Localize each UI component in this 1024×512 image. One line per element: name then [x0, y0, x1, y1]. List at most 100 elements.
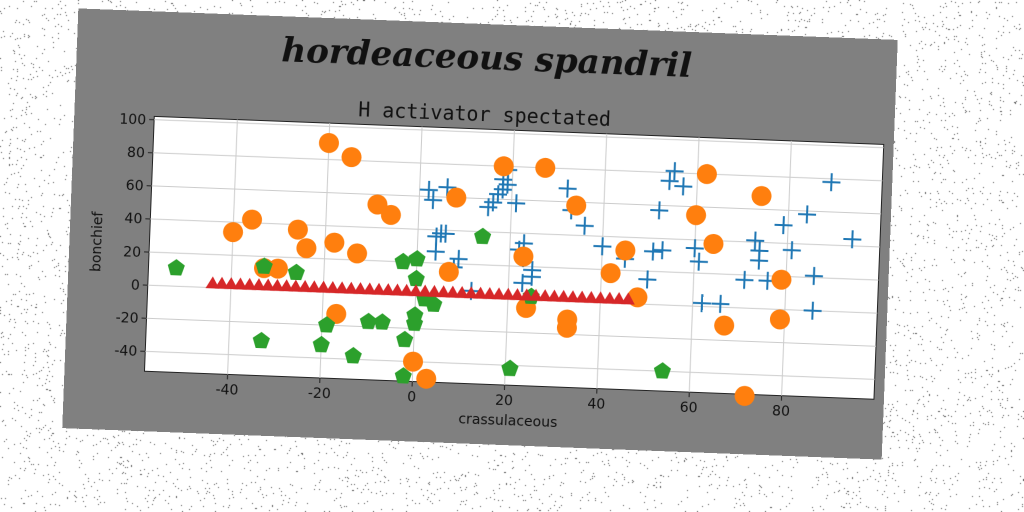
triangle-point: [334, 281, 349, 294]
plus-point: [419, 180, 438, 199]
plus-point: [746, 231, 765, 250]
triangle-point: [473, 286, 488, 299]
x-grid-line: [227, 119, 238, 375]
pentagon-point: [287, 263, 305, 281]
circle-point: [267, 258, 288, 279]
y-tick-label: 60: [125, 178, 143, 195]
x-tick-label: -40: [215, 382, 238, 399]
triangle-point: [371, 282, 386, 296]
pentagon-point: [425, 295, 443, 312]
circle-point: [696, 164, 717, 185]
circle-point: [242, 209, 263, 230]
circle-point: [438, 261, 459, 282]
plus-point: [593, 237, 612, 256]
x-grid-line: [504, 130, 515, 386]
plus-point: [650, 201, 669, 220]
x-grid-line: [688, 137, 700, 393]
triangle-point: [390, 283, 404, 296]
triangle-point: [325, 280, 340, 294]
circle-point: [769, 309, 790, 330]
triangle-point: [279, 279, 294, 292]
y-tick-label: 40: [124, 211, 142, 228]
plus-point: [782, 241, 801, 260]
plus-point: [689, 252, 708, 271]
circle-point: [287, 219, 308, 240]
scatter-plot: -40 -20 0 20 40 60 80 -40 -20 0 20 40 60 80 100 crassu…: [88, 111, 885, 431]
triangle-point: [602, 291, 617, 304]
plus-point: [523, 261, 542, 280]
y-grid-line: [146, 317, 877, 347]
plus-point: [638, 270, 657, 289]
pentagon-point: [255, 257, 273, 274]
triangle-point: [353, 282, 368, 295]
pentagon-point: [252, 331, 270, 349]
circle-point: [686, 205, 707, 226]
circle-point: [223, 222, 244, 243]
triangle-point: [288, 279, 303, 292]
circle-point: [771, 269, 792, 290]
triangle-point: [584, 290, 598, 304]
circle-point: [380, 204, 401, 225]
triangle-point: [223, 277, 238, 290]
plus-point: [438, 178, 457, 197]
plus-point: [685, 239, 704, 258]
x-grid-line: [781, 140, 792, 396]
plus-point: [484, 193, 503, 212]
pentagon-point: [394, 252, 412, 270]
pentagon-point: [312, 335, 330, 353]
plus-point: [803, 301, 822, 320]
circle-point: [446, 187, 467, 208]
pentagon-point: [373, 313, 391, 330]
plus-point: [692, 294, 711, 313]
triangle-point: [270, 278, 284, 292]
pentagon-point: [167, 259, 185, 276]
triangle-point: [297, 279, 312, 293]
plus-point: [644, 242, 663, 261]
y-axis-label: bonchief: [88, 210, 106, 272]
triangle-point: [445, 285, 460, 298]
plus-point: [804, 266, 823, 286]
y-grid-line: [149, 251, 879, 281]
circle-point: [600, 263, 621, 284]
triangle-point: [454, 285, 469, 299]
plus-point: [513, 273, 532, 293]
x-axis-label: crassulaceous: [458, 411, 558, 431]
triangle-point: [621, 292, 635, 305]
plus-point: [674, 177, 693, 196]
triangle-point: [344, 281, 358, 294]
x-tick-label: 40: [587, 396, 605, 413]
y-grid-line: [150, 218, 880, 248]
triangle-point: [233, 277, 247, 290]
circle-point: [326, 303, 347, 324]
triangle-point: [260, 278, 275, 291]
plus-point: [479, 198, 498, 217]
triangle-point: [519, 288, 534, 301]
x-tick-label: 0: [407, 389, 417, 405]
circle-point: [703, 233, 724, 254]
circle-point: [615, 240, 636, 261]
pentagon-point: [474, 227, 492, 245]
circle-point: [296, 238, 317, 259]
triangle-point: [501, 287, 515, 300]
pentagon-point: [653, 362, 671, 379]
circle-point: [566, 195, 587, 216]
pentagon-point: [407, 269, 425, 287]
triangle-point: [380, 283, 395, 296]
circle-point: [341, 147, 362, 168]
triangle-point: [214, 276, 229, 289]
triangle-point: [399, 283, 414, 297]
circle-point: [403, 351, 424, 372]
circle-point: [367, 194, 388, 215]
plus-point: [798, 205, 817, 224]
triangle-point: [316, 280, 331, 293]
plus-point: [436, 224, 455, 243]
circle-point: [493, 156, 514, 177]
y-grid-line: [152, 152, 883, 182]
plus-point: [424, 190, 443, 210]
y-tick-label: -40: [114, 343, 137, 360]
plus-point: [735, 270, 754, 289]
plus-point: [489, 185, 508, 204]
y-tick-label: 20: [123, 244, 141, 261]
triangle-point: [251, 278, 266, 291]
pentagon-point: [396, 330, 414, 348]
